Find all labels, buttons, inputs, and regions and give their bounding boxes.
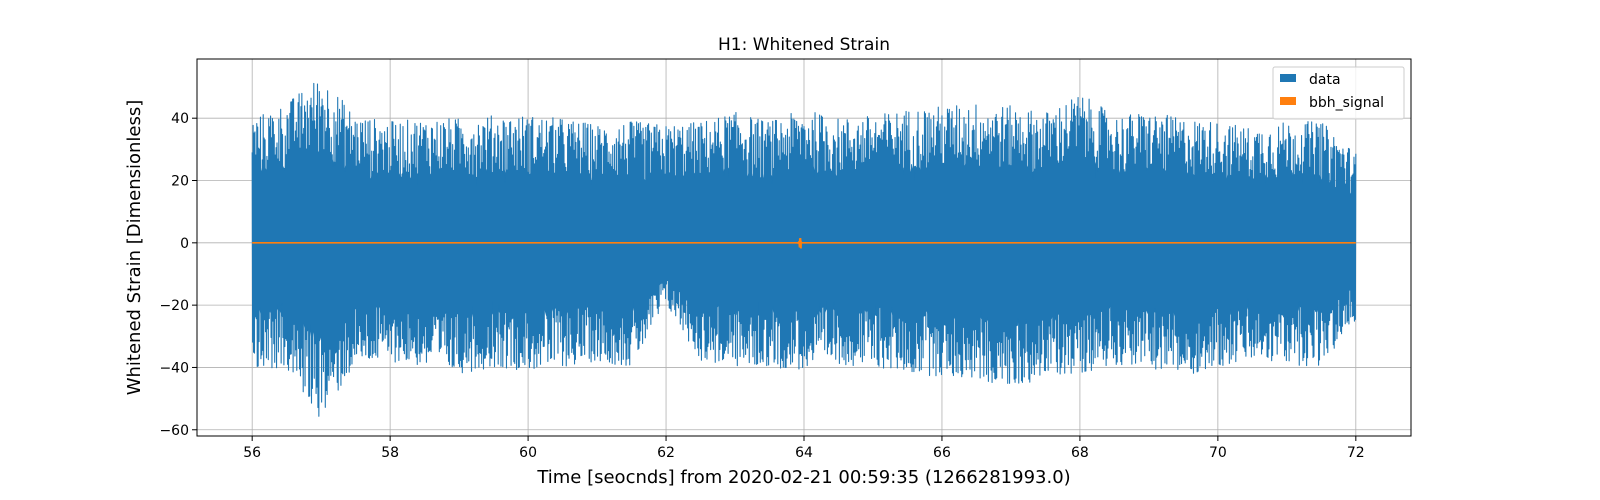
legend: data bbh_signal <box>1272 66 1405 120</box>
y-tick-label: 40 <box>171 111 189 127</box>
y-axis-label: Whitened Strain [Dimensionless] <box>124 100 145 396</box>
legend-swatch-data <box>1280 74 1296 82</box>
plot-series <box>251 82 1357 417</box>
legend-swatch-bbh-signal <box>1280 97 1296 105</box>
x-axis-ticks: 56 58 60 62 64 66 68 70 72 <box>243 436 1365 461</box>
x-tick-label: 70 <box>1209 445 1227 461</box>
x-tick-label: 64 <box>795 445 813 461</box>
data-series-line <box>251 82 1357 417</box>
y-tick-label: −40 <box>159 360 189 376</box>
x-tick-label: 62 <box>657 445 675 461</box>
legend-box <box>1272 66 1405 120</box>
x-tick-label: 60 <box>519 445 537 461</box>
y-tick-label: −60 <box>159 423 189 439</box>
bbh-signal-burst <box>796 237 803 249</box>
y-axis-ticks: −60 −40 −20 0 20 40 <box>159 111 197 439</box>
x-tick-label: 56 <box>243 445 261 461</box>
legend-label-bbh-signal: bbh_signal <box>1309 95 1384 111</box>
x-tick-label: 72 <box>1347 445 1365 461</box>
x-tick-label: 58 <box>381 445 399 461</box>
x-axis-label: Time [seocnds] from 2020-02-21 00:59:35 … <box>536 467 1070 488</box>
x-tick-label: 66 <box>933 445 951 461</box>
y-tick-label: −20 <box>159 298 189 314</box>
x-tick-label: 68 <box>1071 445 1089 461</box>
y-tick-label: 0 <box>180 236 189 252</box>
legend-label-data: data <box>1309 72 1341 88</box>
chart-title: H1: Whitened Strain <box>718 35 890 55</box>
y-tick-label: 20 <box>171 174 189 190</box>
